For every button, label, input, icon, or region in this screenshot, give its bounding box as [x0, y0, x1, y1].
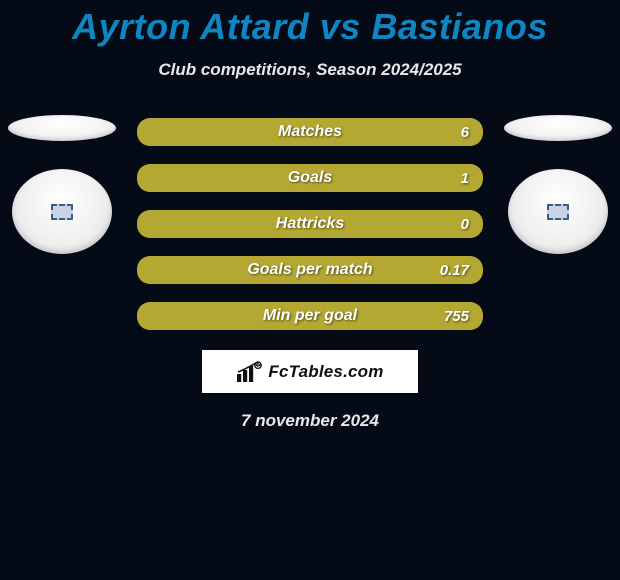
stat-right-value: 6 [439, 124, 469, 141]
stat-label: Min per goal [263, 307, 357, 325]
page-title: Ayrton Attard vs Bastianos [0, 0, 620, 48]
stat-label: Hattricks [276, 215, 344, 233]
stat-right-value: 0.17 [439, 262, 469, 279]
placeholder-flag-icon [51, 204, 73, 220]
stat-right-value: 1 [439, 170, 469, 187]
stat-bar: Matches 6 [137, 118, 483, 146]
brand-bars-icon [236, 361, 262, 383]
left-player-col [8, 115, 116, 254]
stat-bar: Min per goal 755 [137, 302, 483, 330]
right-player-col [504, 115, 612, 254]
stat-right-value: 755 [439, 308, 469, 325]
stat-label: Matches [278, 123, 342, 141]
left-player-nameplate [8, 115, 116, 141]
stat-bar: Goals per match 0.17 [137, 256, 483, 284]
stat-label: Goals [288, 169, 332, 187]
right-player-nameplate [504, 115, 612, 141]
stat-bars: Matches 6 Goals 1 Hattricks 0 Goals per match 0… [137, 118, 483, 330]
page-subtitle: Club competitions, Season 2024/2025 [0, 60, 620, 80]
stat-right-value: 0 [439, 216, 469, 233]
comparison-content: Matches 6 Goals 1 Hattricks 0 Goals per match 0… [0, 118, 620, 431]
footer-date: 7 november 2024 [0, 411, 620, 431]
left-player-badge [12, 169, 112, 254]
stat-bar: Goals 1 [137, 164, 483, 192]
brand-text: FcTables.com [268, 362, 383, 382]
brand-box: FcTables.com [202, 350, 418, 393]
right-player-badge [508, 169, 608, 254]
stat-label: Goals per match [247, 261, 372, 279]
stat-bar: Hattricks 0 [137, 210, 483, 238]
placeholder-flag-icon [547, 204, 569, 220]
